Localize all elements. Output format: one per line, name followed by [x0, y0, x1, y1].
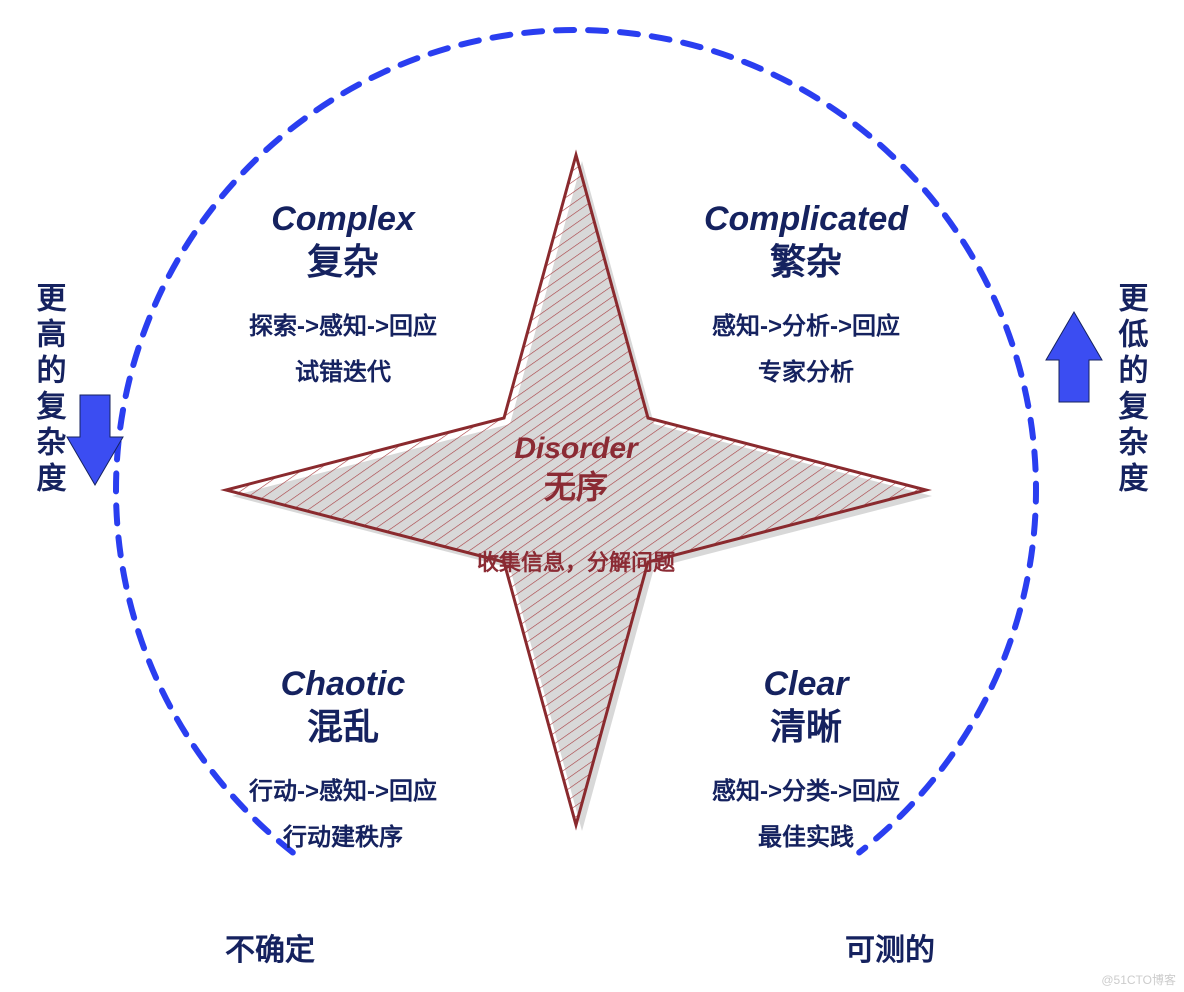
arrow-right-up [1046, 312, 1102, 402]
chaotic-title-cn: 混乱 [307, 706, 379, 747]
complex-title-cn: 复杂 [307, 241, 379, 282]
label-higher-complexity: 更高的复杂度 [32, 282, 67, 498]
complex-title-en: Complex [271, 200, 417, 238]
disorder-title-en: Disorder [514, 432, 640, 465]
chaotic-line2: 行动建秩序 [282, 823, 403, 851]
quadrant-complicated: Complicated繁杂感知->分析->回应专家分析 [704, 200, 909, 386]
complicated-line2: 专家分析 [758, 358, 854, 386]
clear-line2: 最佳实践 [758, 823, 854, 851]
label-uncertain: 不确定 [225, 933, 315, 967]
quadrant-complex: Complex复杂探索->感知->回应试错迭代 [249, 200, 437, 386]
quadrant-chaotic: Chaotic混乱行动->感知->回应行动建秩序 [248, 665, 437, 851]
clear-title-cn: 清晰 [770, 706, 842, 747]
watermark: @51CTO博客 [1101, 972, 1176, 987]
complex-line1: 探索->感知->回应 [249, 312, 437, 340]
chaotic-line1: 行动->感知->回应 [248, 777, 437, 805]
clear-title-en: Clear [763, 665, 850, 703]
complicated-title-cn: 繁杂 [770, 241, 842, 282]
clear-line1: 感知->分类->回应 [712, 777, 900, 805]
chaotic-title-en: Chaotic [281, 665, 406, 703]
disorder-title-cn: 无序 [544, 469, 608, 505]
complicated-title-en: Complicated [704, 200, 909, 238]
complex-line2: 试错迭代 [295, 359, 391, 386]
quadrant-clear: Clear清晰感知->分类->回应最佳实践 [712, 665, 900, 851]
label-lower-complexity: 更低的复杂度 [1114, 282, 1150, 498]
cynefin-diagram: Complex复杂探索->感知->回应试错迭代 Complicated繁杂感知-… [0, 0, 1184, 992]
label-measurable: 可测的 [845, 934, 935, 967]
disorder-body: 收集信息，分解问题 [477, 550, 676, 575]
complicated-line1: 感知->分析->回应 [712, 312, 900, 340]
